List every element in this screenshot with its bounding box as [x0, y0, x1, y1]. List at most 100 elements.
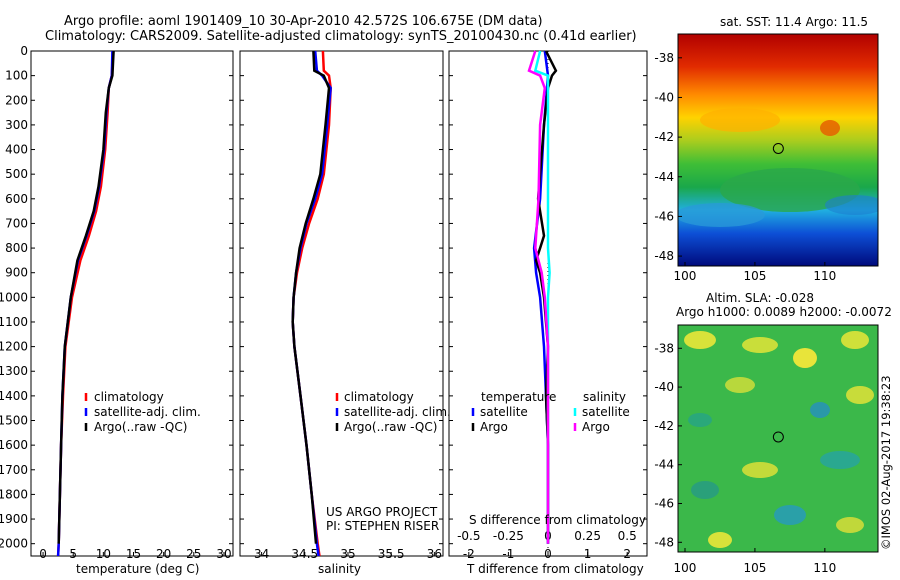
- salinity-frame: [239, 50, 444, 557]
- diff-legend-temp-argo: Argo: [480, 420, 508, 434]
- x-tick-label: 10: [96, 547, 111, 561]
- depth-tick-label: 600: [5, 192, 28, 206]
- sla-blob: [688, 413, 712, 427]
- sst-warm-patch: [700, 108, 780, 132]
- argo-position-marker: [772, 431, 784, 443]
- temp-legend-climatology: climatology: [94, 390, 164, 404]
- header-line-1: Argo profile: aoml 1901409_10 30-Apr-201…: [64, 14, 543, 29]
- sst-blue-patch: [825, 195, 878, 215]
- depth-tick-label: 900: [5, 266, 28, 280]
- sla-blob: [708, 532, 732, 548]
- sla-blob: [836, 517, 864, 533]
- depth-tick-label: 500: [5, 167, 28, 181]
- sal-legend-argo: Argo(..raw -QC): [344, 420, 438, 434]
- sst-green-patch: [720, 168, 860, 212]
- map-y-tick-label: -46: [654, 496, 674, 510]
- x-tick-label: 36: [427, 547, 442, 561]
- depth-tick-label: 1400: [0, 389, 28, 403]
- sst-title: sat. SST: 11.4 Argo: 11.5: [720, 15, 869, 29]
- salinity-panel: [239, 50, 444, 557]
- sst-field: [678, 34, 878, 266]
- temperature-xlabel: temperature (deg C): [76, 562, 200, 576]
- depth-tick-label: 1500: [0, 414, 28, 428]
- s-diff-xlabel: S difference from climatology: [469, 513, 646, 527]
- sst-frame: [677, 33, 879, 267]
- map-x-tick-label: 105: [743, 269, 766, 283]
- map-x-tick-label: 110: [813, 269, 836, 283]
- x-tick-label: 35: [340, 547, 355, 561]
- x-tick-label-top: 0.25: [574, 529, 601, 543]
- temperature-frame: [30, 50, 234, 557]
- depth-tick-label: 1300: [0, 364, 28, 378]
- sla-blob: [793, 348, 817, 368]
- map-x-tick-label: 110: [813, 561, 836, 575]
- pi-annotation: PI: STEPHEN RISER: [326, 519, 440, 533]
- sla-blob: [684, 331, 716, 349]
- temp-legend-argo: Argo(..raw -QC): [94, 420, 188, 434]
- x-tick-label: 25: [186, 547, 201, 561]
- x-tick-label: 30: [216, 547, 231, 561]
- x-tick-label: 15: [126, 547, 141, 561]
- sst-cyan-patch: [678, 203, 765, 227]
- salinity-xlabel: salinity: [318, 562, 362, 576]
- depth-tick-label: 1900: [0, 512, 28, 526]
- depth-tick-label: 1700: [0, 463, 28, 477]
- sla-frame: [677, 324, 879, 553]
- depth-tick-label: 300: [5, 118, 28, 132]
- depth-tick-label: 1000: [0, 290, 28, 304]
- x-tick-label: 1: [584, 547, 592, 561]
- x-tick-label: -1: [502, 547, 514, 561]
- depth-tick-label: 200: [5, 93, 28, 107]
- depth-tick-label: 1100: [0, 315, 28, 329]
- sla-blob: [742, 337, 778, 353]
- x-tick-label: 5: [69, 547, 77, 561]
- temperature-panel: [30, 50, 234, 557]
- depth-tick-label: 0: [20, 44, 28, 58]
- sla-blob: [820, 451, 860, 469]
- sal-legend-climatology: climatology: [344, 390, 414, 404]
- depth-tick-label: 700: [5, 216, 28, 230]
- sla-blob: [725, 377, 755, 393]
- sst-warm-spot: [820, 120, 840, 136]
- credit-stamp: ©IMOS 02-Aug-2017 19:38:23: [879, 375, 893, 550]
- diff-legend-temperature-title: temperature: [481, 390, 557, 404]
- sla-subtitle: Argo h1000: 0.0089 h2000: -0.0072: [676, 305, 892, 319]
- diff-legend-temp-satellite: satellite: [480, 405, 528, 419]
- map-y-tick-label: -40: [654, 90, 674, 104]
- x-tick-label: 0: [544, 547, 552, 561]
- x-tick-label: 34.5: [291, 547, 318, 561]
- x-tick-label-top: -0.5: [457, 529, 480, 543]
- sla-blob: [841, 331, 869, 349]
- map-y-tick-label: -48: [654, 249, 674, 263]
- depth-tick-label: 1200: [0, 340, 28, 354]
- diff-legend-sal-satellite: satellite: [582, 405, 630, 419]
- map-x-tick-label: 100: [674, 561, 697, 575]
- map-y-tick-label: -44: [654, 458, 674, 472]
- argo-position-marker: [772, 142, 784, 154]
- map-y-tick-label: -42: [654, 419, 674, 433]
- x-tick-label: 0: [39, 547, 47, 561]
- series-line-salinity-argo: [527, 50, 550, 544]
- depth-tick-label: 2000: [0, 537, 28, 551]
- sla-blob: [774, 505, 806, 525]
- sal-legend-satellite: satellite-adj. clim.: [344, 405, 451, 419]
- x-tick-label-top: 0.5: [618, 529, 637, 543]
- depth-tick-label: 1600: [0, 438, 28, 452]
- depth-tick-label: 100: [5, 69, 28, 83]
- sla-map: [677, 324, 879, 553]
- map-y-tick-label: -38: [654, 341, 674, 355]
- map-y-tick-label: -46: [654, 209, 674, 223]
- map-y-tick-label: -42: [654, 130, 674, 144]
- series-line-argo-raw-qc-: [291, 50, 331, 544]
- x-tick-label: 35.5: [378, 547, 405, 561]
- depth-tick-label: 400: [5, 143, 28, 157]
- diff-legend-sal-argo: Argo: [582, 420, 610, 434]
- map-x-tick-label: 105: [743, 561, 766, 575]
- sst-map: [677, 33, 879, 267]
- depth-tick-label: 800: [5, 241, 28, 255]
- sla-blob: [742, 462, 778, 478]
- x-tick-label: -2: [463, 547, 475, 561]
- x-tick-label: 20: [156, 547, 171, 561]
- header-line-2: Climatology: CARS2009. Satellite-adjuste…: [45, 29, 637, 44]
